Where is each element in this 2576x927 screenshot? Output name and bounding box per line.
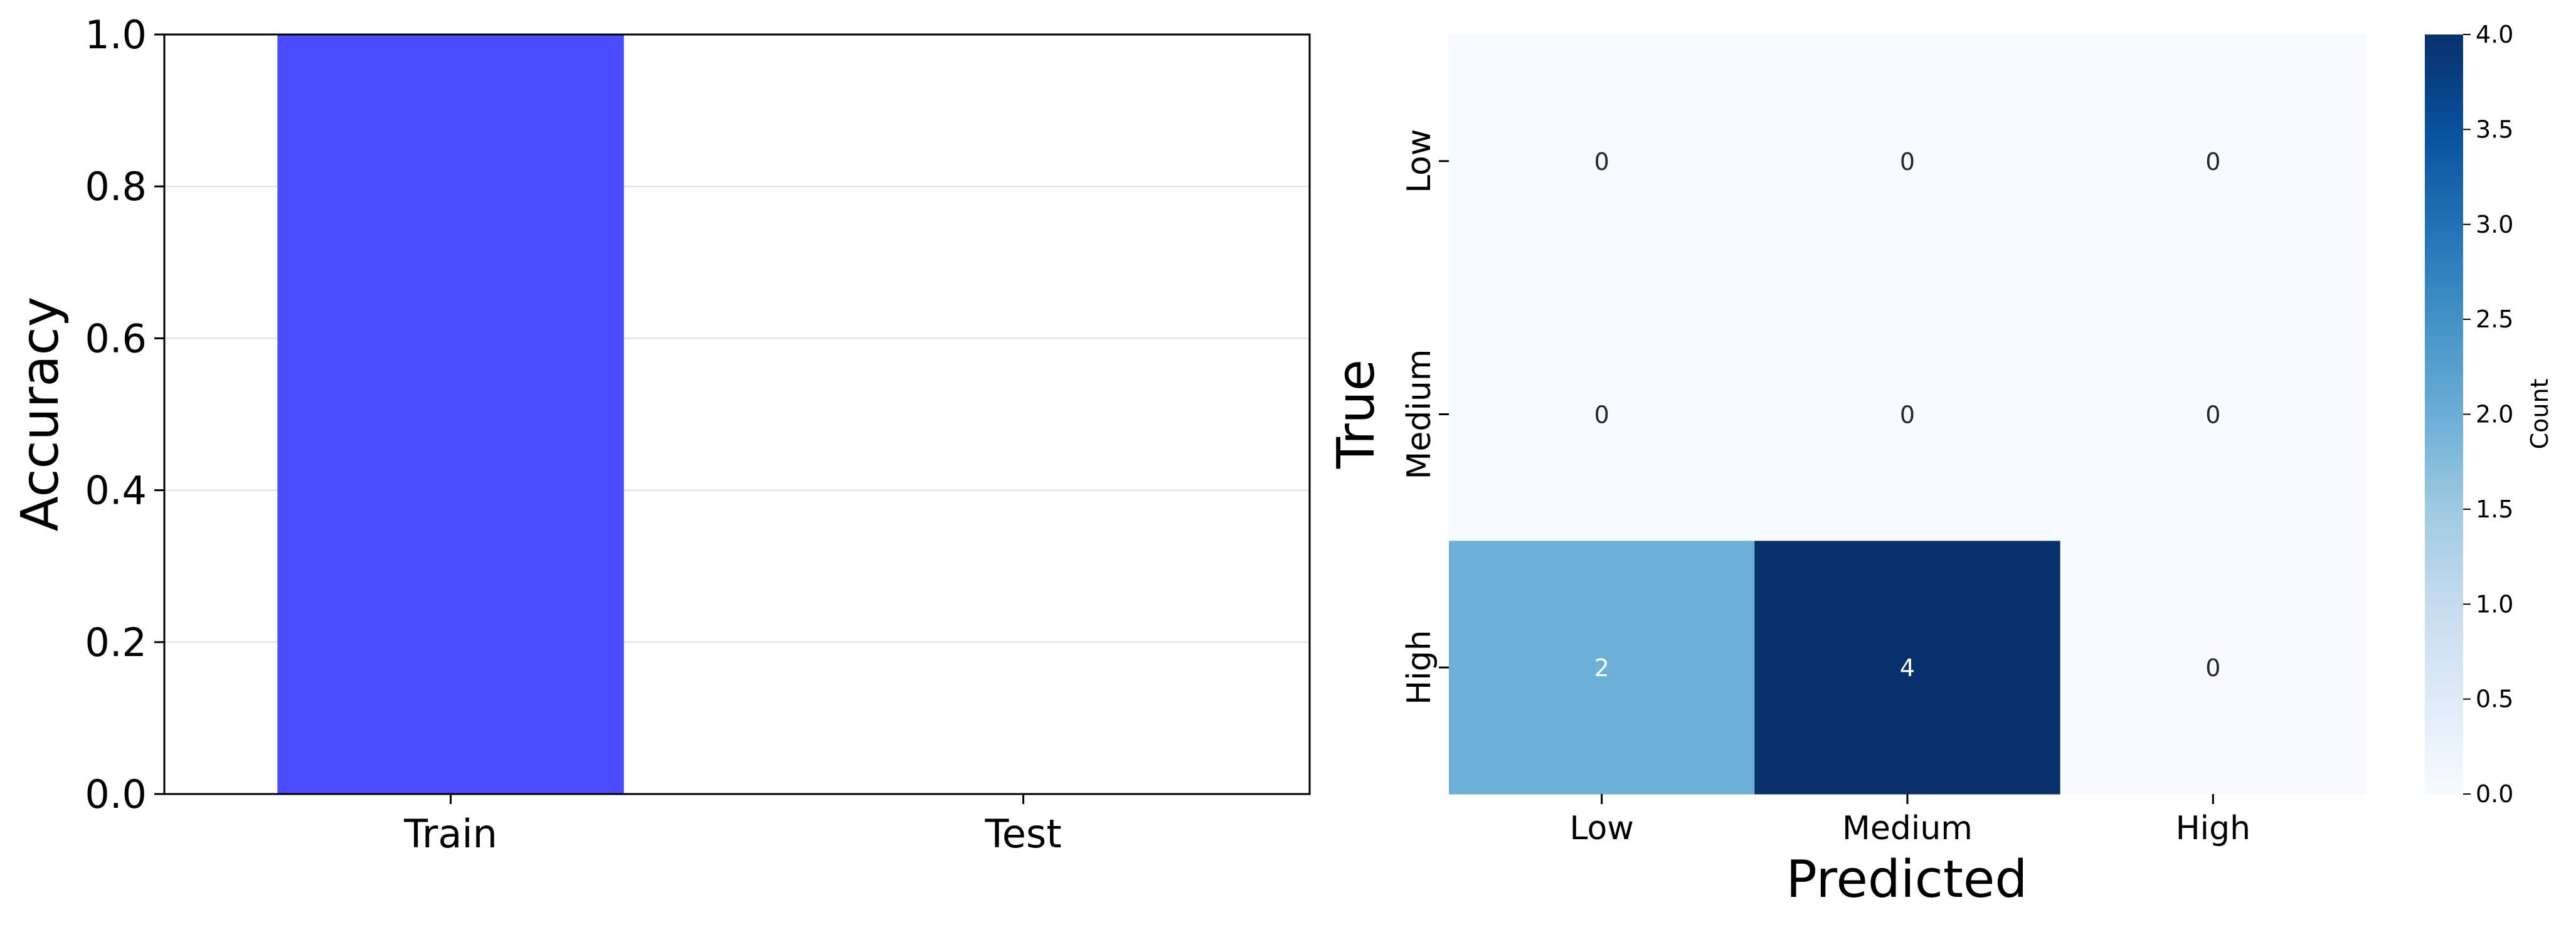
colorbar-tick-label: 1.0 xyxy=(2476,590,2513,618)
bar-plot-frame xyxy=(163,33,1311,795)
heatmap-y-tick-label: High xyxy=(1401,630,1438,705)
heatmap-x-tick-label: Low xyxy=(1569,810,1633,847)
confusion-matrix-heatmap: 0 0 0 0 0 0 2 4 0 Low Medium High Low Medium High Pr… xyxy=(1327,21,2553,909)
bar-y-tick-label: 0.6 xyxy=(85,315,147,361)
heatmap-cell-value: 0 xyxy=(1594,401,1609,429)
colorbar-tick-label: 3.5 xyxy=(2476,115,2513,143)
heatmap-cell xyxy=(1449,287,1755,541)
heatmap-cell-value: 2 xyxy=(1594,654,1609,682)
colorbar-tick-label: 2.0 xyxy=(2476,401,2513,428)
heatmap-cell xyxy=(2060,34,2367,289)
heatmap-cell xyxy=(1449,34,1755,289)
heatmap-cell-labels: 0 0 0 0 0 0 2 4 0 xyxy=(1594,148,2221,682)
heatmap-y-tick-label: Medium xyxy=(1401,349,1438,480)
colorbar-tick-label: 1.5 xyxy=(2476,495,2513,523)
heatmap-cell xyxy=(1754,287,2061,541)
heatmap-cell-value: 0 xyxy=(2205,148,2220,176)
bar-x-tick-label: Test xyxy=(984,811,1061,857)
heatmap-y-tick-label: Low xyxy=(1401,129,1438,193)
bar-y-tick-label: 0.2 xyxy=(85,620,147,665)
heatmap-cell xyxy=(2060,287,2367,541)
accuracy-bar-chart: 0.0 0.2 0.4 0.6 0.8 1.0 Train Test Accuracy xyxy=(11,12,1311,857)
heatmap-x-tick-label: Medium xyxy=(1842,810,1973,847)
colorbar-tick-label: 0.0 xyxy=(2476,780,2513,808)
heatmap-cell-value: 0 xyxy=(2205,654,2220,682)
bar-x-ticks: Train Test xyxy=(403,794,1062,857)
bar-x-tick-label: Train xyxy=(403,811,497,857)
bar-train xyxy=(277,34,624,794)
heatmap-x-ticks: Low Medium High xyxy=(1569,794,2250,847)
heatmap-cell xyxy=(1754,541,2061,795)
colorbar xyxy=(2425,34,2463,794)
colorbar-tick-label: 0.5 xyxy=(2476,686,2513,713)
heatmap-cell xyxy=(1449,541,1755,795)
bar-y-tick-label: 0.0 xyxy=(85,771,147,817)
colorbar-ticks: 0.0 0.5 1.0 1.5 2.0 2.5 3.0 3.5 4.0 xyxy=(2463,21,2513,808)
heatmap-cell-value: 4 xyxy=(1900,654,1915,682)
heatmap-cell-value: 0 xyxy=(1900,401,1915,429)
heatmap-cell-value: 0 xyxy=(2205,401,2220,429)
bar-y-tick-label: 0.4 xyxy=(85,468,147,514)
colorbar-tick-label: 2.5 xyxy=(2476,305,2513,333)
colorbar-tick-label: 4.0 xyxy=(2476,21,2513,48)
heatmap-cell xyxy=(2060,541,2367,795)
colorbar-label: Count xyxy=(2526,379,2553,450)
bar-y-axis-label: Accuracy xyxy=(11,297,70,531)
heatmap-cell xyxy=(1754,34,2061,289)
heatmap-x-axis-label: Predicted xyxy=(1786,850,2028,909)
heatmap-x-tick-label: High xyxy=(2176,810,2251,847)
bar-y-tick-label: 0.8 xyxy=(85,164,147,209)
heatmap-cell-value: 0 xyxy=(1594,148,1609,176)
heatmap-y-ticks: Low Medium High xyxy=(1401,129,1449,705)
heatmap-cell-value: 0 xyxy=(1900,148,1915,176)
bar-y-ticks: 0.0 0.2 0.4 0.6 0.8 1.0 xyxy=(85,12,164,817)
colorbar-tick-label: 3.0 xyxy=(2476,211,2513,238)
heatmap-cells xyxy=(1449,34,2367,795)
bar-series xyxy=(277,34,624,794)
heatmap-y-axis-label: True xyxy=(1327,359,1386,469)
bar-y-tick-label: 1.0 xyxy=(85,12,147,58)
